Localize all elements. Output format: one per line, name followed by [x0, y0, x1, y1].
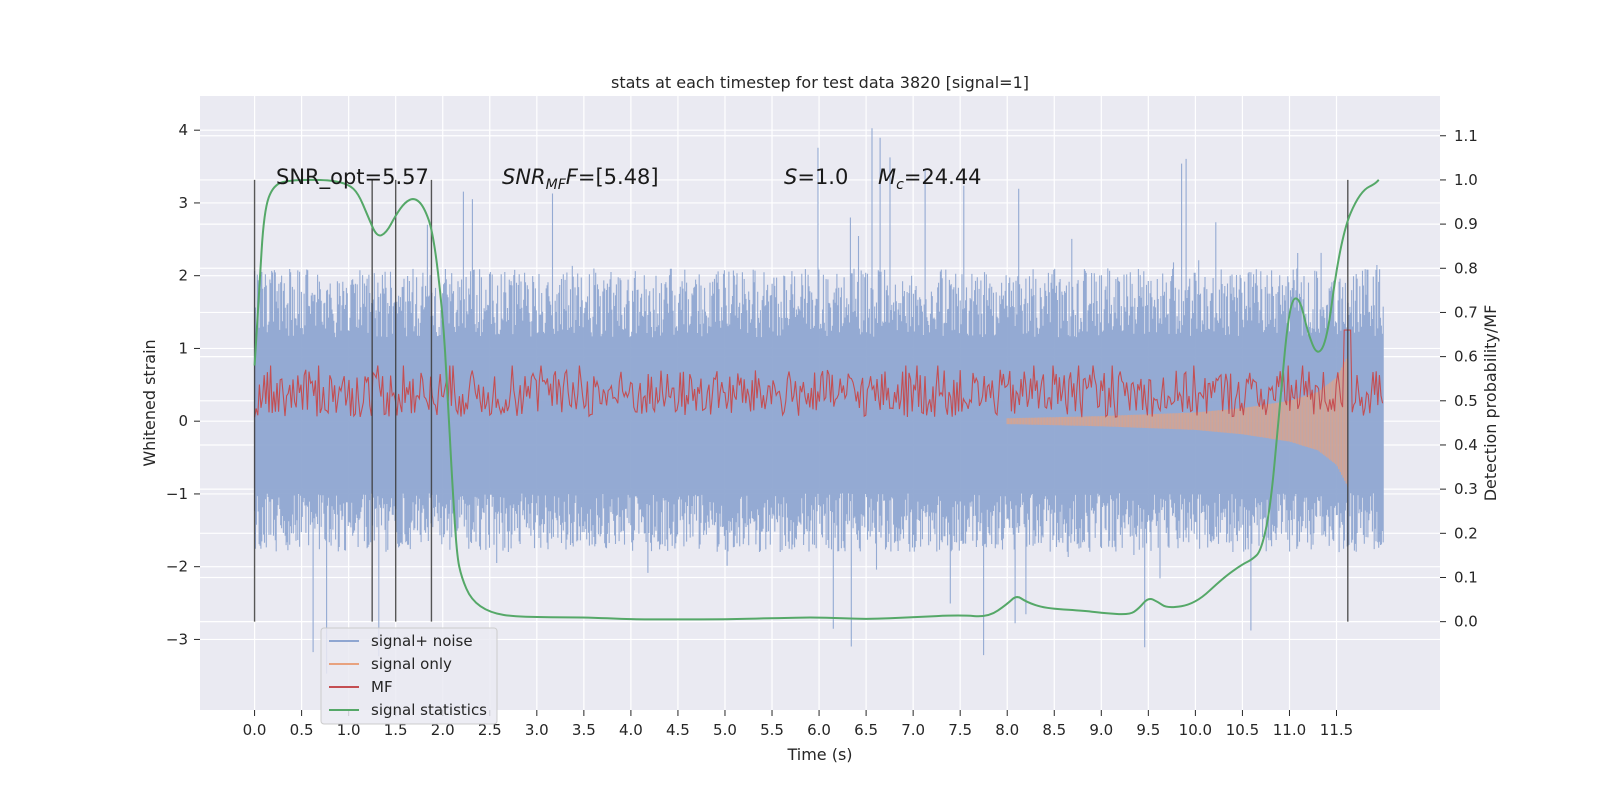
annotation-snr-opt: SNR_opt=5.57 [276, 165, 429, 190]
legend-label-mf: MF [371, 678, 393, 696]
x-tick-label: 8.5 [1042, 721, 1066, 739]
y-right-tick-label: 0.4 [1454, 436, 1478, 454]
y-tick-label: 3 [178, 194, 188, 212]
signal-statistics-line [253, 178, 1380, 621]
y-right-tick-label: 0.5 [1454, 392, 1478, 410]
annotation-snr-mf: SNRMFF=[5.48] [502, 165, 659, 193]
y-right-tick-label: 0.1 [1454, 568, 1478, 586]
x-tick-label: 0.0 [243, 721, 267, 739]
x-tick-label: 7.0 [901, 721, 925, 739]
y-right-tick-label: 0.8 [1454, 259, 1478, 277]
legend-box [320, 627, 498, 725]
x-tick-label: 9.5 [1136, 721, 1160, 739]
x-tick-label: 9.0 [1089, 721, 1113, 739]
x-tick-label: 4.5 [666, 721, 690, 739]
x-tick-label: 11.0 [1273, 721, 1306, 739]
y-right-tick-label: 1.1 [1454, 127, 1478, 145]
annotation-mc-sub: c [896, 177, 904, 193]
legend-label-signal-noise: signal+ noise [371, 632, 473, 650]
annotation-snr-mf-rest: =[5.48] [578, 165, 659, 189]
legend-label-signal-only: signal only [371, 655, 452, 673]
annotation-s-rest: =1.0 [797, 165, 848, 189]
x-tick-label: 0.5 [290, 721, 314, 739]
annotation-mc-main: M [878, 165, 896, 189]
x-tick-label: 2.5 [478, 721, 502, 739]
annotation-snr-mf-main: SNR [502, 165, 546, 189]
y-axis-right-label: Detection probability/MF [1481, 305, 1500, 502]
y-tick-label: 2 [178, 267, 188, 285]
x-tick-label: 1.0 [337, 721, 361, 739]
y-right-tick-label: 0.7 [1454, 303, 1478, 321]
x-tick-label: 5.0 [713, 721, 737, 739]
y-right-tick-label: 1.0 [1454, 171, 1478, 189]
x-tick-label: 6.5 [854, 721, 878, 739]
y-tick-label: −2 [166, 558, 188, 576]
series-signal-only [1006, 355, 1349, 487]
chart-title: stats at each timestep for test data 382… [611, 73, 1029, 92]
x-axis-label: Time (s) [786, 745, 852, 764]
ticks: 0.0 0.5 1.0 1.5 2.0 2.5 3.0 3.5 4.0 4.5 5.0 5.5 6.0 6… [166, 121, 1478, 739]
y-right-tick-label: 0.3 [1454, 480, 1478, 498]
annotation-mc-rest: =24.44 [904, 165, 982, 189]
annotation-mc: Mc=24.44 [878, 165, 982, 193]
series-signal-statistics [253, 178, 1380, 621]
annotation-s: S=1.0 [784, 165, 848, 189]
annotation-s-main: S [784, 165, 797, 189]
x-tick-label: 7.5 [948, 721, 972, 739]
legend: signal+ noise signal only MF signal stat… [320, 627, 498, 725]
vertical-markers [253, 179, 1349, 622]
signal-only-trace [1006, 355, 1349, 487]
x-tick-label: 5.5 [760, 721, 784, 739]
y-tick-label: −1 [166, 485, 188, 503]
x-tick-label: 3.5 [572, 721, 596, 739]
y-tick-label: 4 [178, 121, 188, 139]
x-tick-label: 2.0 [431, 721, 455, 739]
y-right-tick-label: 0.0 [1454, 613, 1478, 631]
x-tick-label: 3.0 [525, 721, 549, 739]
y-tick-label: −3 [166, 630, 188, 648]
x-tick-label: 10.0 [1179, 721, 1212, 739]
x-tick-label: 4.0 [619, 721, 643, 739]
x-tick-label: 6.0 [807, 721, 831, 739]
x-tick-label: 11.5 [1320, 721, 1353, 739]
legend-label-signal-statistics: signal statistics [371, 701, 487, 719]
y-right-tick-label: 0.9 [1454, 215, 1478, 233]
y-tick-label: 0 [178, 412, 188, 430]
y-right-tick-label: 0.6 [1454, 348, 1478, 366]
mf-trace [254, 329, 1384, 418]
annotation-snr-mf-f: F [566, 165, 579, 189]
annotation-snr-mf-sub: MF [546, 177, 567, 193]
y-axis-label: Whitened strain [140, 339, 159, 466]
x-tick-label: 10.5 [1226, 721, 1259, 739]
y-right-tick-label: 0.2 [1454, 524, 1478, 542]
series-mf [254, 329, 1384, 418]
x-tick-label: 8.0 [995, 721, 1019, 739]
y-tick-label: 1 [178, 339, 188, 357]
x-tick-label: 1.5 [384, 721, 408, 739]
